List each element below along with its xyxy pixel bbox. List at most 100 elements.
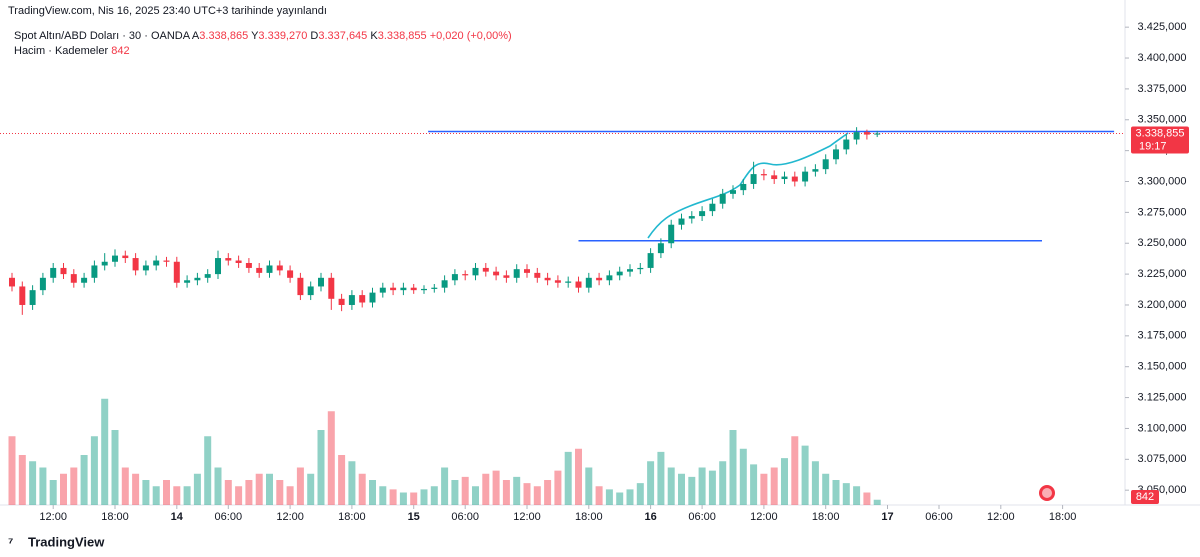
candle-body (678, 218, 685, 225)
volume-bar (544, 480, 552, 505)
volume-bar (472, 486, 479, 505)
volume-bar (750, 464, 758, 505)
candle-body (482, 267, 489, 272)
candle-body (70, 274, 77, 283)
candle-body (204, 274, 211, 278)
y-tick-label: 3.175,000 (1138, 330, 1187, 342)
volume-bar (369, 480, 376, 505)
candle-body (297, 277, 304, 296)
candle-body (472, 267, 479, 276)
candle-body (565, 281, 572, 283)
y-tick-label: 3.275,000 (1138, 206, 1187, 218)
candle-body (245, 262, 252, 268)
volume-bar (554, 470, 562, 505)
volume-bar (70, 467, 78, 505)
volume-bar (616, 492, 624, 505)
candle-body (513, 269, 520, 278)
volume-bar (595, 486, 603, 505)
x-tick-label: 15 (408, 511, 420, 523)
volume-legend: Hacim · Kademeler 842 (14, 45, 130, 57)
candle-body (9, 277, 15, 287)
volume-label-box (1131, 490, 1159, 504)
volume-bar (255, 473, 263, 505)
candle-body (709, 203, 716, 212)
volume-bar (873, 499, 881, 505)
candle-body (462, 274, 469, 276)
candle-body (544, 277, 551, 281)
y-tick-label: 3.400,000 (1138, 52, 1187, 64)
candle-body (554, 280, 561, 283)
candle-body (791, 176, 798, 182)
volume-bar (132, 473, 140, 505)
volume-bar (183, 486, 191, 505)
volume-bar (482, 473, 490, 505)
volume-bar (338, 455, 346, 505)
volume-bar (317, 430, 325, 505)
candle-body (421, 288, 427, 291)
volume-bar (647, 461, 655, 505)
ohlc-value: 3.338,865 (199, 30, 249, 42)
candle-body (276, 265, 283, 271)
x-tick-label: 12:00 (750, 511, 778, 523)
volume-bar (18, 455, 26, 505)
volume-bar (142, 480, 150, 505)
volume-bar (193, 473, 201, 505)
candle-body (256, 267, 263, 273)
volume-title: Hacim · Kademeler (14, 45, 109, 57)
candle-body (400, 287, 407, 291)
x-tick-label: 06:00 (451, 511, 479, 523)
x-tick-label: 06:00 (925, 511, 953, 523)
volume-bar (204, 436, 212, 505)
volume-bar (811, 461, 819, 505)
volume-bar (121, 467, 129, 505)
volume-bar (863, 492, 871, 505)
candle-body (503, 275, 510, 278)
candle-body (359, 295, 366, 303)
volume-bar (678, 473, 685, 505)
candle-body (451, 274, 458, 281)
symbol-legend: Spot Altın/ABD Doları · 30 · OANDA A3.33… (14, 30, 512, 42)
y-tick-label: 3.125,000 (1138, 391, 1187, 403)
brand-logo: ⁷ (8, 534, 13, 549)
candle-body (101, 261, 108, 266)
x-tick-label: 18:00 (812, 511, 840, 523)
candle-body (863, 132, 870, 135)
candle-body (29, 290, 36, 305)
candle-body (60, 267, 67, 275)
candle-body (369, 292, 376, 303)
candle-body (328, 277, 335, 299)
candle-body (699, 211, 706, 217)
x-tick-label: 17 (881, 511, 893, 523)
ohlc-label: Y (251, 30, 259, 42)
candle-body (142, 265, 149, 271)
candle-body (637, 267, 644, 270)
volume-bar (441, 467, 449, 505)
volume-bar (379, 486, 387, 505)
candle-body (730, 190, 736, 194)
candle-body (19, 286, 26, 305)
candle-body (853, 132, 860, 140)
volume-bar (657, 451, 665, 505)
volume-bar (224, 480, 232, 505)
candle-body (348, 295, 355, 305)
candle-body (760, 174, 767, 176)
volume-bar (245, 480, 253, 505)
candle-body (431, 287, 438, 289)
volume-last: 842 (111, 45, 130, 57)
volume-bar (410, 492, 418, 505)
volume-bar (801, 445, 809, 505)
volume-bar (266, 473, 273, 505)
volume-bar (389, 489, 397, 505)
candle-body (493, 271, 500, 276)
volume-bar (760, 473, 768, 505)
countdown: 19:17 (1139, 140, 1167, 152)
candle-body (225, 258, 232, 261)
volume-bar (296, 467, 304, 505)
x-tick-label: 18:00 (101, 511, 129, 523)
candle-body (833, 149, 839, 160)
ohlc-value: 3.338,855 (377, 30, 427, 42)
ohlc-value: 3.337,645 (318, 30, 368, 42)
candle-body (122, 255, 129, 259)
volume-bar (276, 480, 284, 505)
